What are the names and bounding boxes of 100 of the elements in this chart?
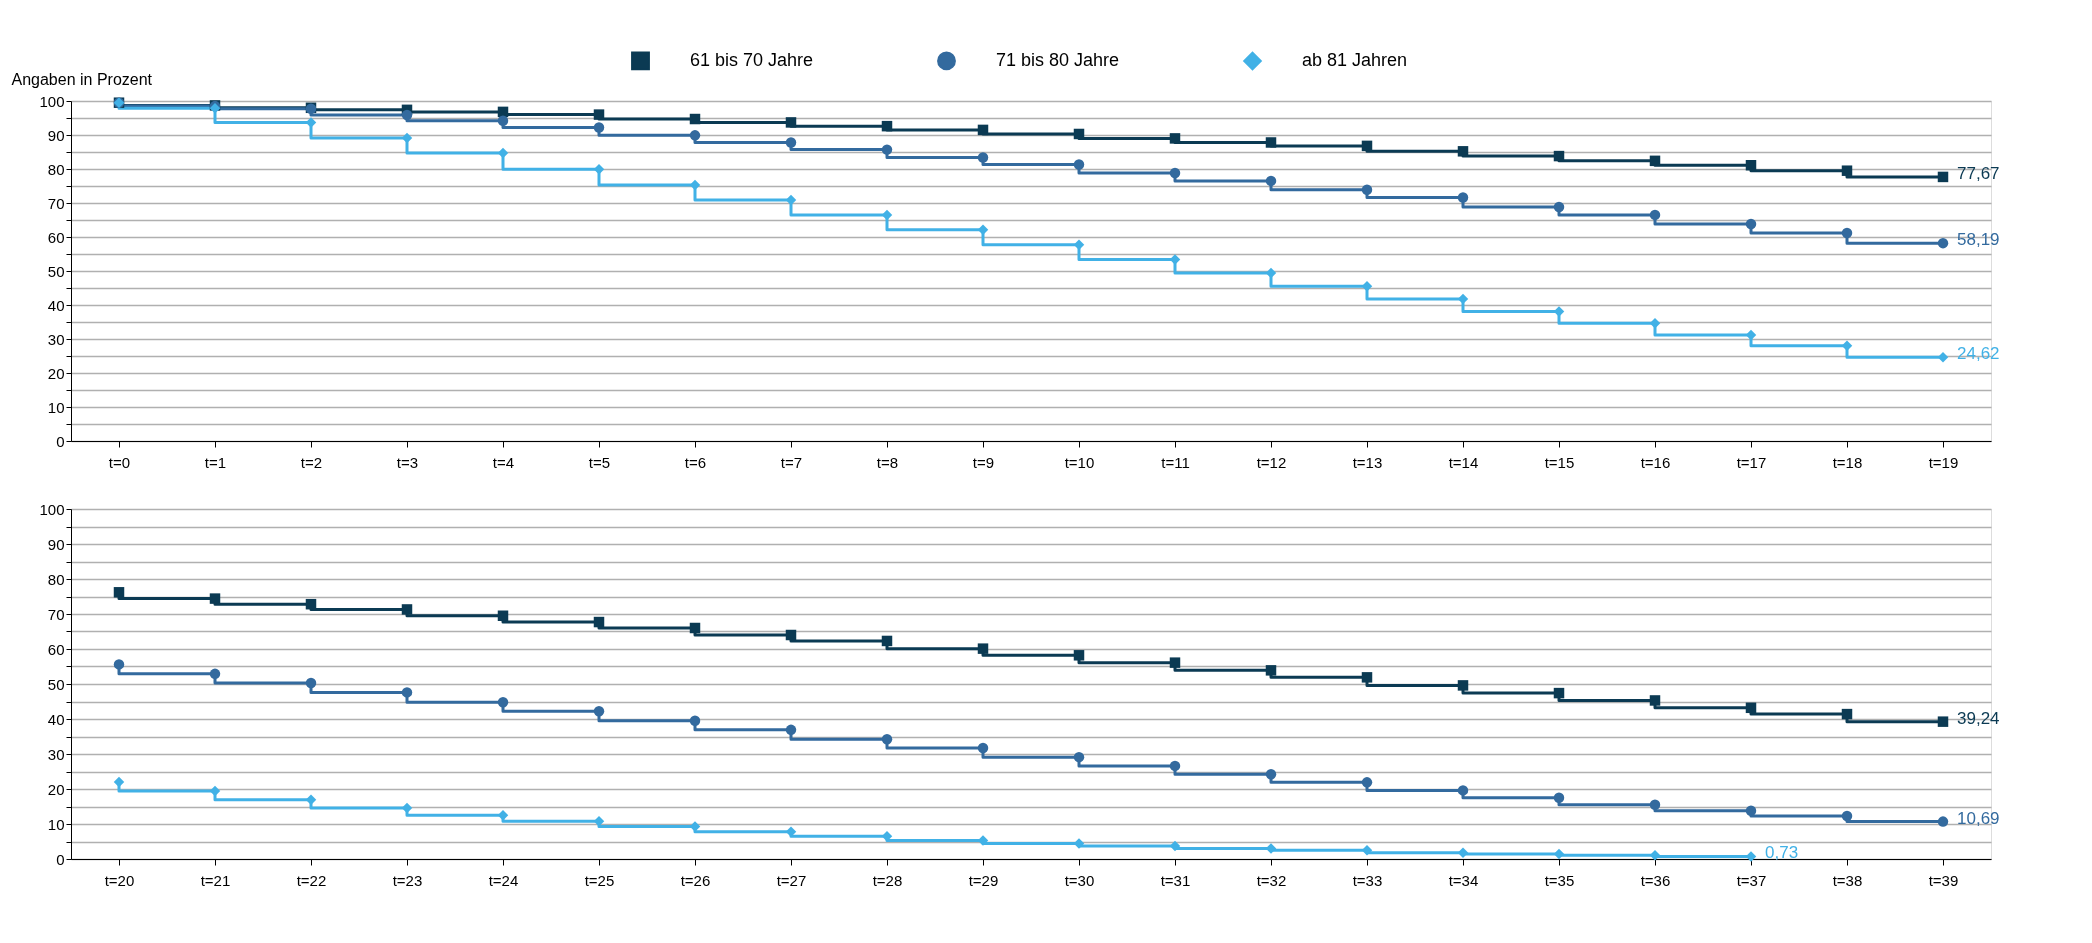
point [1841, 227, 1853, 239]
x-tick-label: t=9 [972, 453, 995, 471]
x-tick-label: t=3 [396, 453, 419, 471]
point [1169, 167, 1181, 179]
point [1457, 785, 1469, 796]
point [497, 696, 509, 708]
point [1937, 171, 1949, 183]
x-tick-label: t=21 [200, 871, 231, 889]
point [881, 831, 893, 842]
point [1649, 695, 1661, 706]
data-label: 24,62 [1957, 344, 2000, 364]
x-tick-label: t=38 [1832, 871, 1863, 889]
y-tick-label: 60 [47, 228, 65, 246]
point [1457, 192, 1469, 203]
point [1265, 137, 1277, 148]
x-tick-label: t=11 [1161, 453, 1190, 471]
point [1745, 160, 1757, 171]
point [497, 610, 509, 621]
point [1745, 218, 1757, 230]
point [1361, 281, 1373, 292]
point [401, 109, 413, 121]
y-tick-label: 60 [47, 640, 65, 658]
point [305, 677, 317, 689]
y-tick-label: 0 [56, 850, 65, 868]
point [593, 164, 605, 175]
y-tick-label: 30 [47, 745, 65, 763]
point [305, 598, 317, 610]
y-tick-label: 50 [47, 675, 65, 693]
point [881, 734, 893, 745]
point [1073, 159, 1085, 170]
y-tick-label: 100 [39, 500, 65, 518]
point [1169, 133, 1181, 144]
point [1937, 352, 1949, 363]
x-tick-label: t=34 [1448, 871, 1479, 889]
point [1265, 769, 1277, 780]
point [689, 622, 701, 634]
x-tick-label: t=26 [680, 871, 711, 889]
y-tick-label: 10 [47, 815, 65, 833]
data-label: 77,67 [1957, 163, 2000, 183]
data-label: 0,73 [1765, 843, 1799, 863]
y-tick-label: 10 [47, 398, 65, 416]
x-tick-label: t=12 [1256, 453, 1287, 471]
point [1553, 687, 1565, 699]
x-tick-label: t=7 [780, 453, 803, 471]
point [113, 587, 125, 598]
x-tick-label: t=36 [1640, 871, 1671, 889]
point [1073, 128, 1085, 140]
point [689, 113, 701, 125]
point [1649, 155, 1661, 167]
x-tick-label: t=23 [392, 871, 423, 889]
point [1265, 665, 1277, 676]
y-tick-label: 50 [47, 262, 65, 280]
point [1553, 792, 1565, 803]
x-tick-label: t=2 [300, 453, 323, 471]
legend-label: 71 bis 80 Jahre [996, 49, 1120, 70]
legend-label: 61 bis 70 Jahre [690, 49, 814, 70]
y-tick-label: 20 [47, 364, 65, 382]
point [977, 124, 989, 136]
point [209, 668, 221, 680]
point [785, 137, 797, 148]
point [1841, 708, 1853, 720]
point [401, 687, 413, 698]
point [785, 117, 797, 128]
point [785, 629, 797, 641]
x-tick-label: t=29 [968, 871, 999, 889]
point [977, 643, 989, 654]
point [1169, 657, 1181, 668]
y-tick-label: 70 [47, 605, 65, 623]
point [497, 115, 509, 126]
point [1553, 150, 1565, 162]
x-tick-label: t=8 [876, 453, 899, 471]
point [1361, 140, 1373, 152]
x-tick-label: t=39 [1928, 871, 1959, 889]
point [1457, 146, 1469, 157]
x-tick-label: t=27 [776, 871, 807, 889]
x-tick-label: t=1 [204, 453, 227, 471]
legend-label: ab 81 Jahren [1302, 49, 1408, 70]
x-tick-label: t=19 [1928, 453, 1959, 471]
x-tick-label: t=30 [1064, 871, 1095, 889]
data-label: 58,19 [1957, 230, 2000, 250]
point [1169, 760, 1181, 772]
data-label: 10,69 [1957, 808, 2000, 828]
point [1457, 847, 1469, 858]
point [497, 810, 509, 821]
point [689, 130, 701, 141]
y-tick-label: 100 [39, 92, 65, 110]
point [593, 616, 605, 628]
x-tick-label: t=15 [1544, 453, 1575, 471]
point [209, 593, 221, 604]
x-tick-label: t=18 [1832, 453, 1863, 471]
point [881, 120, 893, 132]
y-tick-label: 80 [47, 160, 65, 178]
x-tick-label: t=4 [492, 453, 515, 471]
point [1745, 702, 1757, 714]
point [1457, 680, 1469, 691]
y-tick-label: 70 [47, 194, 65, 212]
point [113, 659, 125, 670]
x-tick-label: t=35 [1544, 871, 1575, 889]
x-tick-label: t=14 [1448, 453, 1479, 471]
point [1361, 672, 1373, 683]
